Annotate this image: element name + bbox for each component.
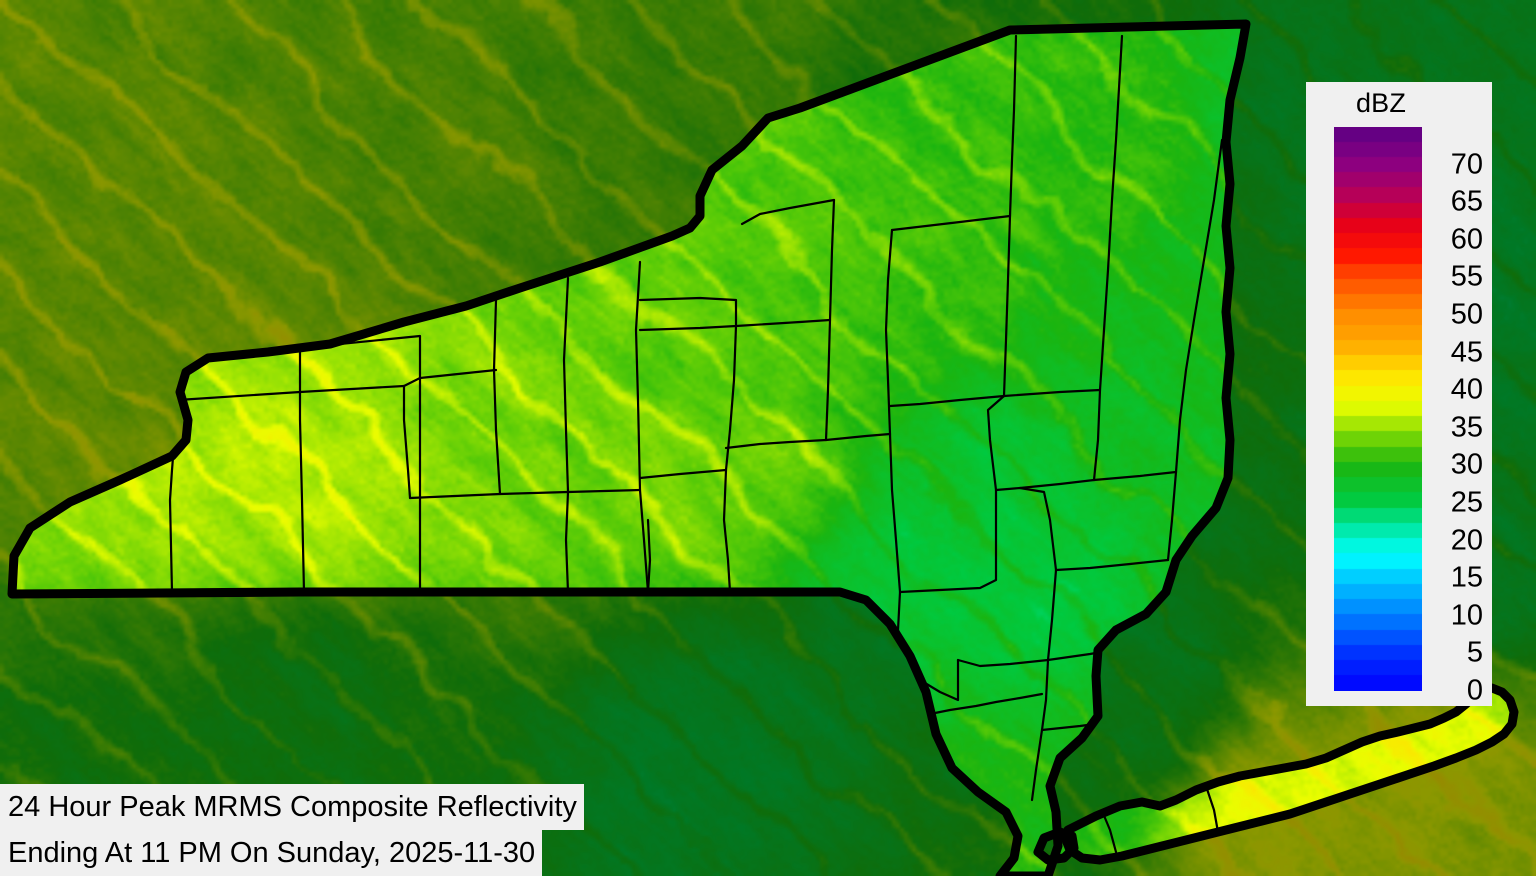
county-line-15 <box>722 468 732 594</box>
caption-block: 24 Hour Peak MRMS Composite Reflectivity… <box>0 784 584 876</box>
county-line-29 <box>1098 34 1124 392</box>
county-line-27 <box>888 394 1006 408</box>
state-outline-mainland <box>7 19 1251 876</box>
county-line-19 <box>740 198 836 226</box>
colorbar-tick-35: 35 <box>1450 411 1483 444</box>
colorbar-tick-0: 0 <box>1466 674 1483 707</box>
county-line-7 <box>402 368 498 388</box>
county-line-43 <box>1030 728 1044 802</box>
county-line-46 <box>888 432 902 594</box>
caption-line-1: 24 Hour Peak MRMS Composite Reflectivity <box>0 784 584 830</box>
county-line-22 <box>824 432 892 442</box>
colorbar-tick-60: 60 <box>1450 223 1483 256</box>
county-line-13 <box>724 324 738 472</box>
state-boundary <box>7 19 1519 876</box>
colorbar-tick-5: 5 <box>1466 636 1483 669</box>
colorbar-legend: dBZ 70 65 60 55 50 45 40 35 30 25 20 15 10 5 0 <box>1306 82 1492 706</box>
county-line-5 <box>408 488 642 500</box>
county-line-26 <box>1002 214 1012 398</box>
county-line-3 <box>176 384 406 402</box>
county-line-25 <box>1008 34 1018 218</box>
county-line-4 <box>402 384 412 500</box>
colorbar-tick-20: 20 <box>1450 524 1483 557</box>
colorbar-tick-30: 30 <box>1450 448 1483 481</box>
state-outline-long-island <box>1061 683 1519 865</box>
county-line-45 <box>1204 784 1220 834</box>
county-line-24 <box>890 214 1012 232</box>
county-line-39 <box>956 658 1050 668</box>
county-line-18 <box>828 198 836 322</box>
county-boundaries <box>168 34 1224 854</box>
county-line-30 <box>1092 388 1102 482</box>
colorbar-tick-65: 65 <box>1450 185 1483 218</box>
colorbar-tick-10: 10 <box>1450 599 1483 632</box>
county-line-12 <box>638 296 738 332</box>
county-line-23 <box>884 228 894 436</box>
colorbar-tick-55: 55 <box>1450 260 1483 293</box>
county-line-28 <box>1002 388 1102 398</box>
colorbar-tick-15: 15 <box>1450 561 1483 594</box>
colorbar-tick-45: 45 <box>1450 336 1483 369</box>
colorbar-tick-labels: 70 65 60 55 50 45 40 35 30 25 20 15 10 5 0 <box>1422 127 1492 705</box>
county-line-6 <box>492 298 502 496</box>
county-line-10 <box>634 260 642 492</box>
county-line-14 <box>638 468 728 480</box>
county-line-41 <box>1040 658 1050 732</box>
colorbar-title: dBZ <box>1355 88 1407 118</box>
colorbar-tick-70: 70 <box>1450 148 1483 181</box>
colorbar-tick-50: 50 <box>1450 298 1483 331</box>
county-line-2 <box>298 334 422 594</box>
county-line-1 <box>298 346 306 594</box>
county-line-36 <box>1054 558 1170 572</box>
county-line-38 <box>1046 568 1058 662</box>
county-line-35 <box>1166 470 1178 562</box>
county-line-33 <box>1092 470 1178 482</box>
county-line-32 <box>986 394 1006 492</box>
county-line-8 <box>562 276 570 494</box>
county-line-34 <box>1174 138 1224 474</box>
colorbar-gradient-wrap <box>1334 127 1422 691</box>
caption-line-2: Ending At 11 PM On Sunday, 2025-11-30 <box>0 830 543 876</box>
county-line-47 <box>898 488 998 594</box>
colorbar-tick-40: 40 <box>1450 373 1483 406</box>
colorbar-tick-25: 25 <box>1450 486 1483 519</box>
county-line-21 <box>724 438 828 450</box>
county-line-9 <box>564 490 570 594</box>
county-line-17 <box>734 318 832 328</box>
colorbar-gradient <box>1334 127 1422 691</box>
county-line-31 <box>994 478 1096 492</box>
county-line-49 <box>646 518 652 594</box>
county-line-11 <box>638 488 650 594</box>
county-line-20 <box>824 318 832 442</box>
state-outline-staten-island <box>1033 827 1079 865</box>
county-line-37 <box>1018 486 1058 572</box>
